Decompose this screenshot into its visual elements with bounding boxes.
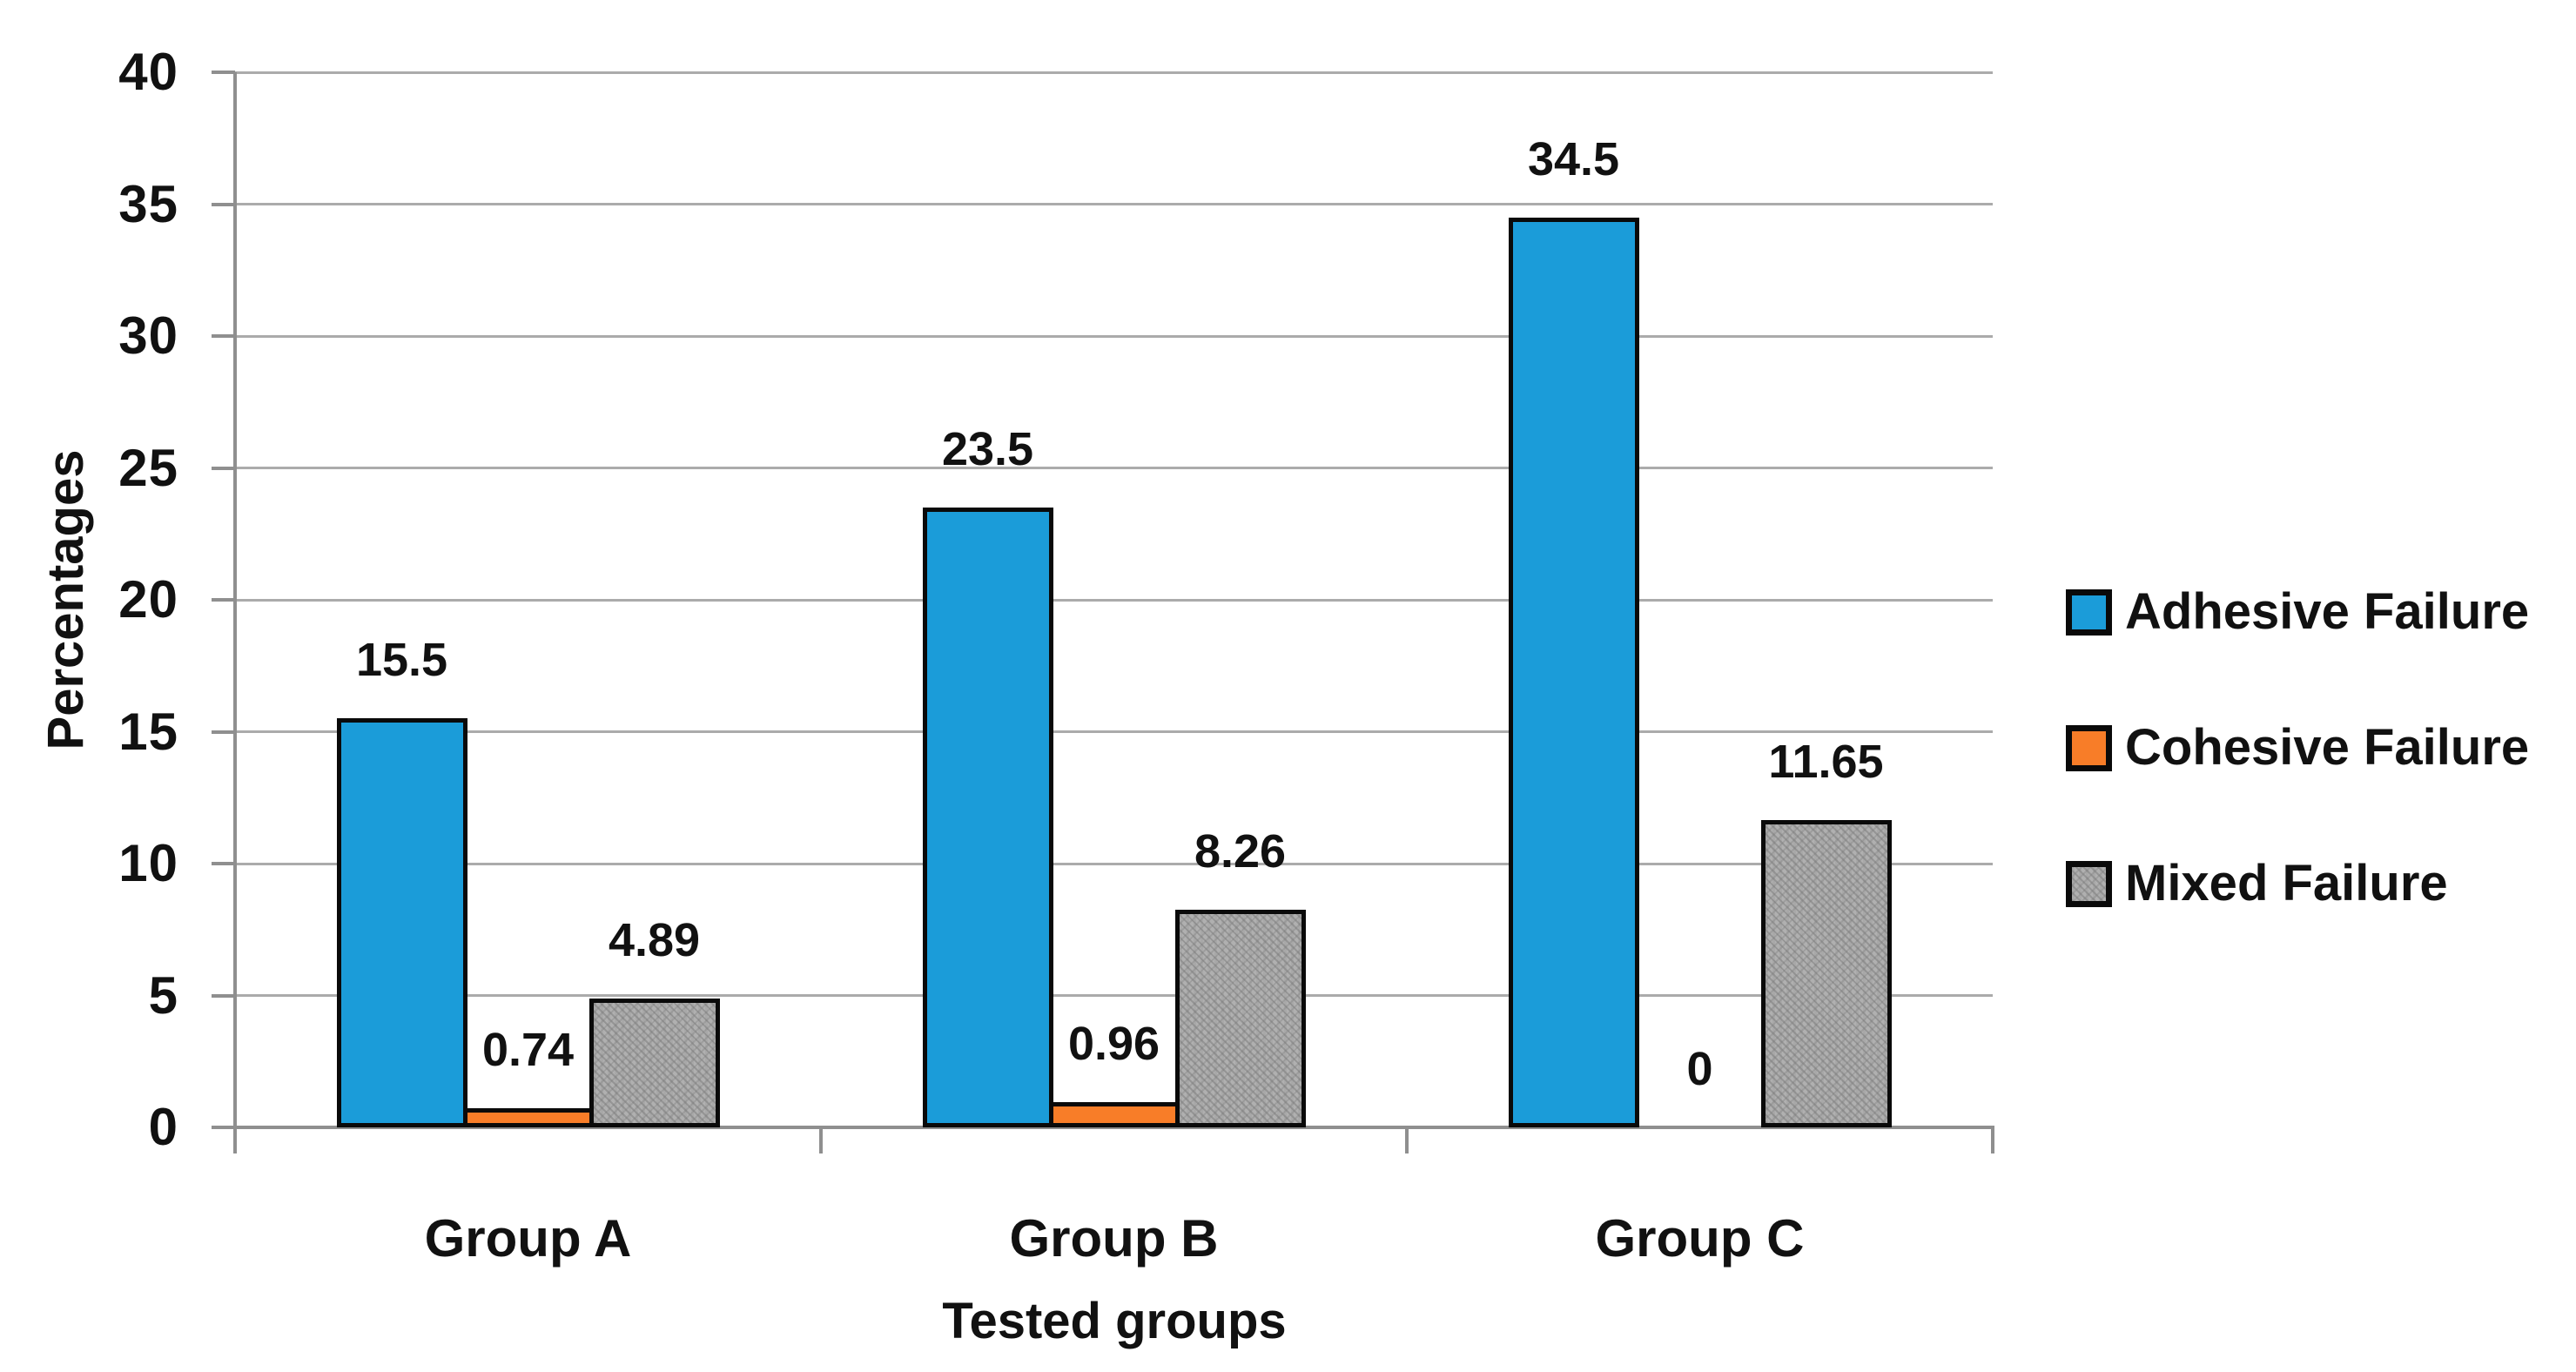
legend-label: Mixed Failure: [2125, 855, 2448, 911]
y-tick-label: 5: [148, 965, 178, 1025]
y-axis-tick: [212, 598, 235, 602]
legend-swatch: [2066, 588, 2112, 636]
bar: [589, 998, 720, 1127]
x-axis-tick: [819, 1127, 823, 1153]
gridline: [235, 71, 1993, 74]
legend-label: Cohesive Failure: [2125, 719, 2530, 776]
y-tick-label: 15: [118, 702, 178, 761]
y-axis-tick: [212, 71, 235, 74]
category-label: Group B: [1009, 1209, 1219, 1268]
y-axis-tick: [212, 466, 235, 470]
y-axis-line: [233, 72, 237, 1152]
y-tick-label: 30: [118, 306, 178, 365]
bar-value-label: 0: [1686, 1043, 1713, 1095]
y-tick-label: 35: [118, 174, 178, 233]
bar-value-label: 8.26: [1194, 824, 1287, 878]
category-label: Group A: [424, 1209, 632, 1268]
y-tick-label: 25: [118, 438, 178, 497]
bar-value-label: 4.89: [608, 913, 701, 966]
bar-value-label: 15.5: [355, 634, 448, 687]
y-axis-tick: [212, 993, 235, 998]
bar-value-label: 11.65: [1768, 736, 1884, 788]
bar: [1174, 909, 1306, 1127]
x-axis-title: Tested groups: [942, 1293, 1287, 1349]
legend-swatch: [2066, 724, 2112, 771]
legend-label: Adhesive Failure: [2125, 583, 2530, 640]
gridline: [235, 467, 1993, 469]
y-tick-label: 20: [118, 570, 178, 629]
legend-swatch: [2066, 860, 2112, 907]
y-axis-tick: [212, 202, 235, 206]
bar: [1508, 217, 1639, 1127]
gridline: [235, 334, 1993, 338]
y-axis-tick: [212, 730, 235, 734]
gridline: [235, 203, 1993, 205]
category-label: Group C: [1595, 1209, 1805, 1268]
y-tick-label: 10: [118, 834, 178, 892]
legend-item: Cohesive Failure: [2066, 722, 2529, 774]
bar-value-label: 34.5: [1527, 132, 1620, 185]
x-axis-line: [233, 1126, 1994, 1129]
bar: [1760, 820, 1892, 1127]
bar: [336, 718, 467, 1127]
y-axis-tick: [212, 862, 235, 865]
x-axis-tick: [1405, 1127, 1409, 1153]
bar: [1048, 1101, 1180, 1127]
gridline: [235, 862, 1993, 865]
x-axis-tick: [1991, 1127, 1994, 1153]
y-tick-label: 40: [118, 43, 178, 101]
y-tick-label: 0: [148, 1098, 178, 1156]
bar-value-label: 0.96: [1067, 1017, 1160, 1070]
bar: [922, 507, 1053, 1127]
gridline: [235, 598, 1993, 602]
bar: [462, 1107, 594, 1127]
bar-value-label: 23.5: [941, 422, 1034, 475]
y-axis-tick: [212, 1126, 235, 1129]
legend-item: Adhesive Failure: [2066, 586, 2529, 638]
gridline: [235, 730, 1993, 733]
y-axis-tick: [212, 334, 235, 338]
x-axis-tick: [233, 1127, 237, 1153]
bar-value-label: 0.74: [481, 1023, 575, 1076]
legend-item: Mixed Failure: [2066, 858, 2448, 910]
gridline: [235, 994, 1993, 997]
